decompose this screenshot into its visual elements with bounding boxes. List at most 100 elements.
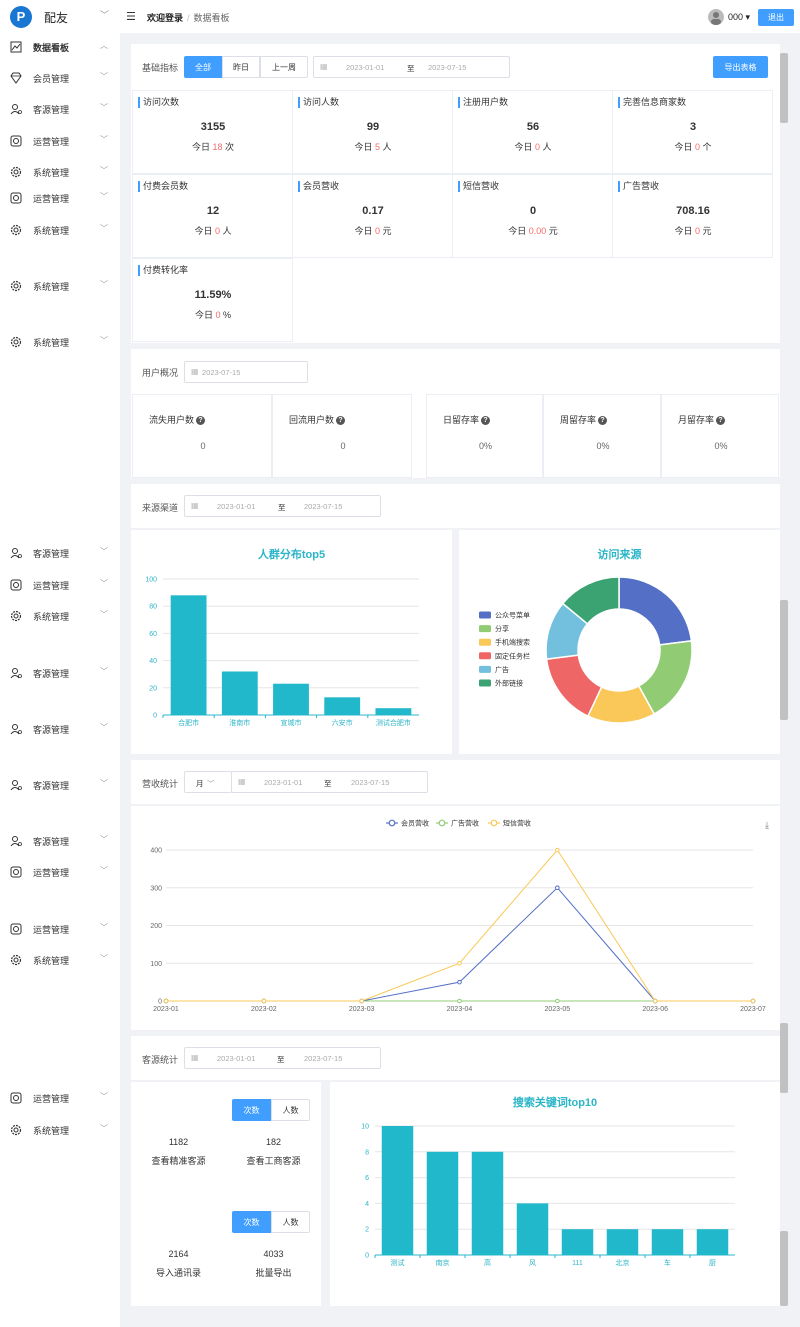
start-date[interactable]: 2023-01-01: [264, 778, 303, 787]
sidebar-item[interactable]: 客源管理 ﹀: [0, 775, 120, 795]
question-icon[interactable]: ?: [196, 416, 206, 426]
tab-people-2[interactable]: 人数: [271, 1211, 310, 1233]
legend-marker[interactable]: [388, 819, 396, 827]
data-point[interactable]: [457, 960, 462, 966]
scrollbar-thumb[interactable]: [780, 1231, 788, 1306]
revenue-date-range[interactable]: ▦ 2023-01-01 至 2023-07-15: [231, 771, 428, 793]
sidebar-item[interactable]: 运营管理 ﹀: [0, 188, 120, 208]
legend-marker[interactable]: [438, 819, 446, 827]
question-icon[interactable]: ?: [598, 416, 608, 426]
data-point[interactable]: [457, 998, 462, 1004]
bar[interactable]: [221, 671, 258, 715]
sidebar-item[interactable]: 运营管理 ﹀: [0, 919, 120, 939]
bar[interactable]: [696, 1229, 729, 1255]
bar[interactable]: [561, 1229, 594, 1255]
bar[interactable]: [426, 1151, 459, 1255]
legend-label[interactable]: 广告: [495, 665, 509, 674]
bar[interactable]: [273, 683, 309, 715]
legend-label[interactable]: 外部链接: [495, 679, 523, 688]
legend-swatch[interactable]: [479, 638, 491, 646]
question-icon[interactable]: ?: [716, 416, 726, 426]
date-value[interactable]: 2023-07-15: [202, 368, 241, 377]
scrollbar-thumb[interactable]: [780, 600, 788, 720]
sidebar-item[interactable]: 运营管理 ﹀: [0, 862, 120, 882]
page-scrollbar[interactable]: [780, 33, 790, 1308]
chevron-down-icon[interactable]: ﹀: [100, 10, 110, 20]
legend-swatch[interactable]: [479, 611, 491, 619]
sidebar-item[interactable]: 系统管理 ﹀: [0, 606, 120, 626]
bar[interactable]: [471, 1151, 504, 1255]
export-button[interactable]: 导出表格: [713, 56, 768, 78]
legend-label[interactable]: 广告营收: [451, 819, 479, 828]
sidebar-item[interactable]: 运营管理 ﹀: [0, 575, 120, 595]
sidebar-item[interactable]: 客源管理 ﹀: [0, 831, 120, 851]
start-date[interactable]: 2023-01-01: [346, 63, 385, 72]
sidebar-item[interactable]: 会员管理 ﹀: [0, 68, 120, 88]
period-select[interactable]: 月 ﹀: [184, 771, 232, 793]
end-date[interactable]: 2023-07-15: [428, 63, 467, 72]
question-icon[interactable]: ?: [481, 416, 491, 426]
tab-yesterday[interactable]: 昨日: [222, 56, 260, 78]
tab-count-2[interactable]: 次数: [232, 1211, 271, 1233]
legend-marker[interactable]: [490, 819, 498, 827]
sidebar-item[interactable]: 运营管理 ﹀: [0, 131, 120, 151]
sidebar-item[interactable]: 系统管理 ﹀: [0, 332, 120, 352]
bar[interactable]: [516, 1203, 549, 1255]
scrollbar-thumb[interactable]: [780, 53, 788, 123]
legend-label[interactable]: 手机端搜索: [495, 638, 530, 647]
question-icon[interactable]: ?: [336, 416, 346, 426]
data-point[interactable]: [750, 998, 756, 1004]
sidebar-item[interactable]: 系统管理 ﹀: [0, 220, 120, 240]
legend-swatch[interactable]: [479, 679, 491, 687]
sidebar-item[interactable]: 客源管理 ﹀: [0, 663, 120, 683]
bar[interactable]: [606, 1229, 639, 1255]
legend-label[interactable]: 公众号菜单: [495, 611, 530, 620]
bar[interactable]: [375, 708, 412, 715]
bar[interactable]: [651, 1229, 684, 1255]
basic-date-range[interactable]: ▦ 2023-01-01 至 2023-07-15: [313, 56, 510, 78]
logout-button[interactable]: 退出: [758, 9, 794, 26]
sidebar-item[interactable]: 客源管理 ﹀: [0, 543, 120, 563]
sidebar-item[interactable]: 数据看板 ︿: [0, 37, 120, 57]
start-date[interactable]: 2023-01-01: [217, 1054, 256, 1063]
legend-swatch[interactable]: [479, 652, 491, 660]
app-logo[interactable]: P 配友 ﹀: [10, 6, 110, 28]
breadcrumb-home[interactable]: 欢迎登录: [147, 13, 184, 23]
scrollbar-thumb[interactable]: [780, 1023, 788, 1093]
tab-people[interactable]: 人数: [271, 1099, 310, 1121]
end-date[interactable]: 2023-07-15: [304, 1054, 343, 1063]
bar[interactable]: [170, 595, 207, 715]
data-point[interactable]: [555, 885, 560, 891]
end-date[interactable]: 2023-07-15: [304, 502, 343, 511]
sidebar-item[interactable]: 系统管理 ﹀: [0, 950, 120, 970]
pie-slice[interactable]: [618, 576, 693, 646]
data-point[interactable]: [359, 998, 364, 1004]
sidebar-item[interactable]: 系统管理 ﹀: [0, 162, 120, 182]
legend-swatch[interactable]: [479, 625, 491, 633]
sidebar-item[interactable]: 系统管理 ﹀: [0, 276, 120, 296]
data-point[interactable]: [261, 998, 267, 1004]
legend-swatch[interactable]: [479, 665, 491, 673]
tab-count[interactable]: 次数: [232, 1099, 271, 1121]
menu-toggle-icon[interactable]: ☰: [126, 11, 136, 23]
bar[interactable]: [324, 697, 361, 715]
data-point[interactable]: [652, 998, 658, 1004]
sidebar-item[interactable]: 运营管理 ﹀: [0, 1088, 120, 1108]
start-date[interactable]: 2023-01-01: [217, 502, 256, 511]
customer-date-range[interactable]: ▦ 2023-01-01 至 2023-07-15: [184, 1047, 381, 1069]
end-date[interactable]: 2023-07-15: [351, 778, 390, 787]
data-point[interactable]: [163, 998, 169, 1004]
user-date-picker[interactable]: ▦ 2023-07-15: [184, 361, 308, 383]
data-point[interactable]: [555, 847, 560, 853]
tab-all[interactable]: 全部: [184, 56, 222, 78]
legend-label[interactable]: 固定任务栏: [495, 651, 530, 660]
sidebar-item[interactable]: 系统管理 ﹀: [0, 1120, 120, 1140]
data-point[interactable]: [555, 998, 560, 1004]
tab-last-week[interactable]: 上一周: [260, 56, 308, 78]
legend-label[interactable]: 会员营收: [401, 819, 429, 828]
sidebar-item[interactable]: 客源管理 ﹀: [0, 719, 120, 739]
data-point[interactable]: [457, 979, 462, 985]
source-date-range[interactable]: ▦ 2023-01-01 至 2023-07-15: [184, 495, 381, 517]
pie-slice[interactable]: [561, 576, 620, 625]
bar[interactable]: [381, 1126, 414, 1255]
